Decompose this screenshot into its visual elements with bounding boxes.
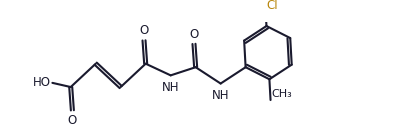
- Text: NH: NH: [162, 81, 180, 94]
- Text: O: O: [189, 28, 199, 41]
- Text: HO: HO: [33, 76, 51, 89]
- Text: O: O: [68, 114, 77, 127]
- Text: NH: NH: [212, 89, 229, 102]
- Text: O: O: [139, 24, 148, 37]
- Text: Cl: Cl: [266, 0, 278, 12]
- Text: CH₃: CH₃: [272, 89, 292, 99]
